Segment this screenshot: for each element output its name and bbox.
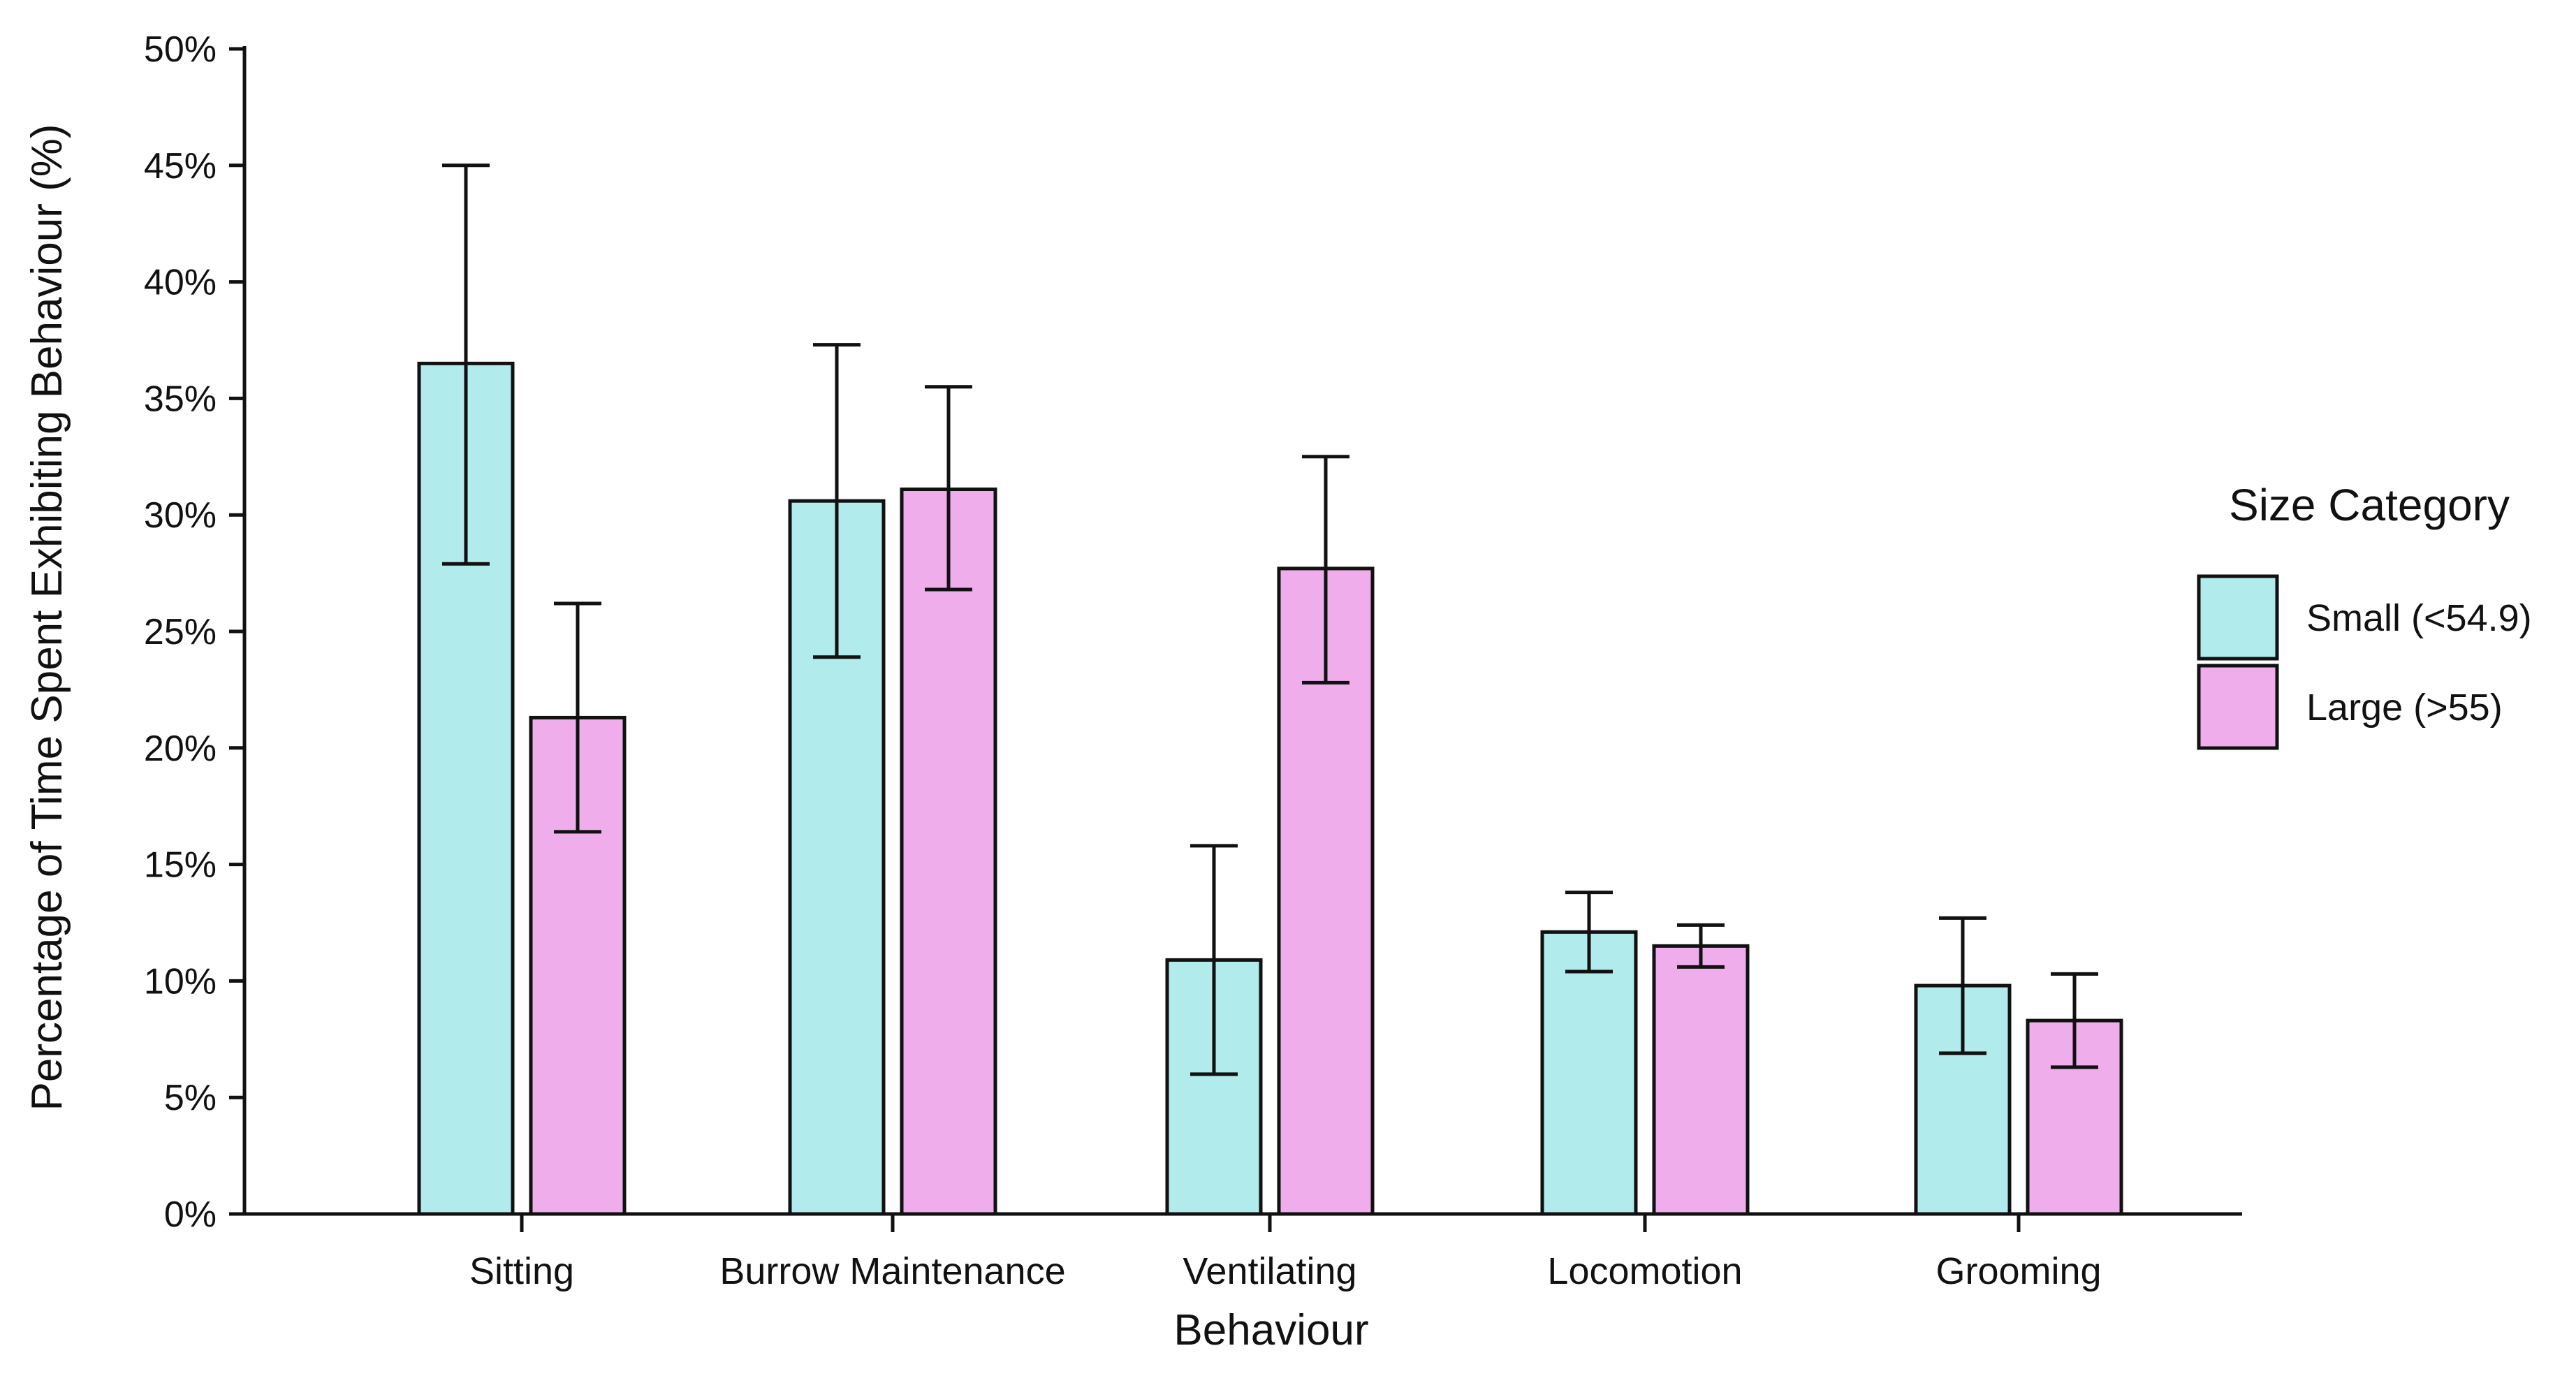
y-tick-label: 35% xyxy=(144,379,217,419)
legend-swatch-large xyxy=(2197,664,2279,750)
legend-title: Size Category xyxy=(2229,480,2510,530)
y-axis-title: Percentage of Time Spent Exhibiting Beha… xyxy=(23,124,71,1111)
x-tick-label: Ventilating xyxy=(1183,1250,1356,1292)
y-tick-label: 25% xyxy=(144,612,217,652)
x-tick-label: Sitting xyxy=(469,1250,574,1292)
error-bar xyxy=(1677,923,1725,969)
y-tick-label: 10% xyxy=(144,961,217,1002)
y-tick-label: 5% xyxy=(164,1078,217,1118)
error-bar xyxy=(1190,844,1238,1076)
y-tick-label: 40% xyxy=(144,263,217,303)
x-tick-label: Grooming xyxy=(1935,1250,2101,1292)
error-bar xyxy=(554,601,601,834)
error-bar xyxy=(925,385,972,592)
y-tick-label: 45% xyxy=(144,146,217,186)
legend-label-small: Small (<54.9) xyxy=(2306,597,2532,639)
x-tick-label: Burrow Maintenance xyxy=(719,1250,1065,1292)
y-tick-label: 0% xyxy=(164,1194,217,1235)
bar-small-locomotion xyxy=(1540,930,1638,1216)
y-tick-label: 15% xyxy=(144,845,217,886)
legend-swatch-small xyxy=(2197,574,2279,661)
axes-layer: 0% 5% 10% 15% 20% 25% 30% 35% 40% 45% 50% Sitting Bu… xyxy=(144,29,2242,1292)
bars-layer xyxy=(417,361,2123,1216)
x-tick-label: Locomotion xyxy=(1547,1250,1742,1292)
y-tick-label: 30% xyxy=(144,495,217,536)
y-tick-label: 20% xyxy=(144,729,217,769)
y-tick-label: 50% xyxy=(144,29,217,70)
x-axis-title: Behaviour xyxy=(1173,1306,1368,1354)
error-bar xyxy=(1939,916,1986,1055)
legend-label-large: Large (>55) xyxy=(2306,687,2503,729)
error-bar xyxy=(442,163,490,566)
bar-large-burrow-maintenance xyxy=(900,488,997,1216)
error-bar xyxy=(2051,972,2098,1069)
error-bars-layer xyxy=(442,163,2098,1076)
error-bar xyxy=(1302,455,1349,685)
bar-large-locomotion xyxy=(1652,944,1750,1216)
error-bar xyxy=(1565,891,1613,974)
error-bar xyxy=(813,343,861,659)
legend: Size Category Small (<54.9) Large (>55) xyxy=(2197,480,2532,750)
